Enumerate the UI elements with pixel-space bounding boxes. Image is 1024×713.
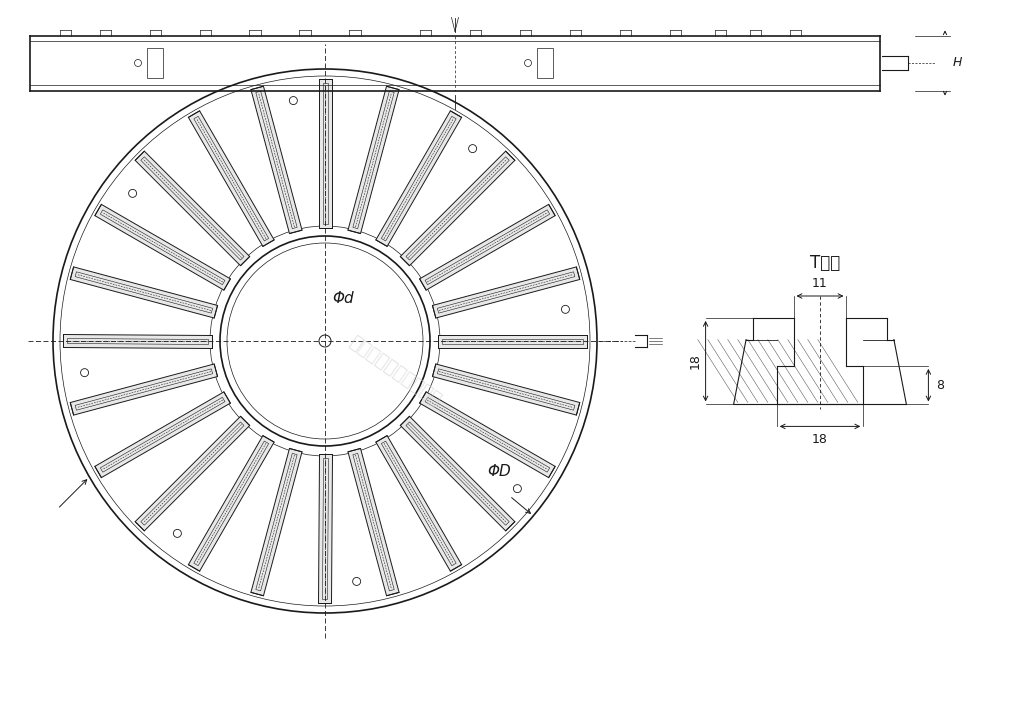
Polygon shape — [432, 364, 580, 415]
Polygon shape — [251, 86, 302, 234]
Polygon shape — [348, 86, 399, 234]
Polygon shape — [432, 267, 580, 318]
Polygon shape — [400, 416, 515, 531]
Polygon shape — [376, 436, 462, 571]
Polygon shape — [438, 334, 587, 347]
Text: ΦD: ΦD — [487, 464, 511, 479]
Bar — [537, 48, 553, 78]
Polygon shape — [135, 151, 250, 266]
Text: T型槽: T型槽 — [810, 254, 840, 272]
Polygon shape — [420, 205, 555, 290]
Polygon shape — [95, 205, 230, 290]
Text: 流南广联科技有限公司: 流南广联科技有限公司 — [346, 333, 444, 409]
Polygon shape — [63, 334, 212, 347]
Polygon shape — [420, 392, 555, 478]
Polygon shape — [348, 448, 399, 596]
Polygon shape — [135, 416, 250, 531]
Text: 8: 8 — [936, 379, 944, 391]
Text: Φd: Φd — [332, 292, 354, 307]
Polygon shape — [251, 448, 302, 596]
Text: 18: 18 — [812, 434, 828, 446]
Polygon shape — [376, 111, 462, 247]
Text: H: H — [953, 56, 963, 69]
Polygon shape — [71, 267, 217, 318]
Polygon shape — [188, 436, 274, 571]
Text: 18: 18 — [689, 353, 702, 369]
Polygon shape — [318, 79, 332, 228]
Text: 11: 11 — [812, 277, 827, 290]
Polygon shape — [95, 392, 230, 478]
Polygon shape — [188, 111, 274, 247]
Polygon shape — [400, 151, 515, 266]
Polygon shape — [71, 364, 217, 415]
Polygon shape — [318, 454, 332, 603]
Bar — [147, 48, 163, 78]
